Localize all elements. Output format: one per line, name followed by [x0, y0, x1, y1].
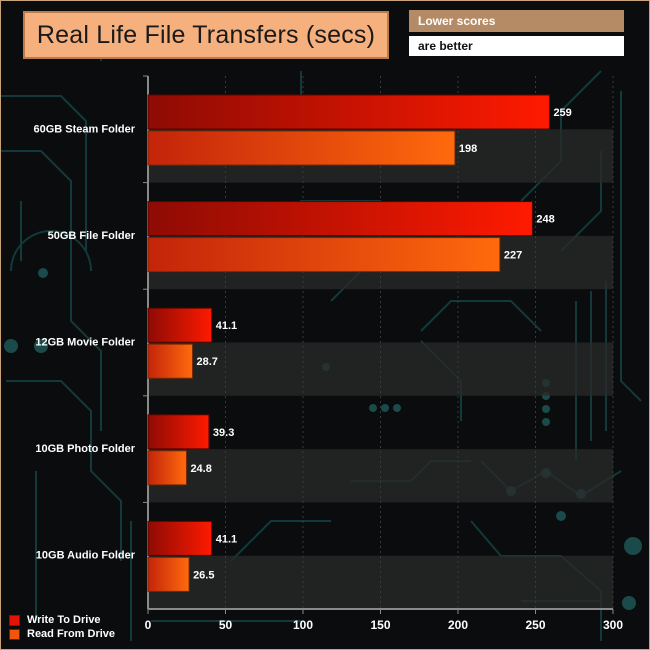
bar-write — [147, 520, 213, 556]
category-label: 50GB File Folder — [48, 230, 136, 242]
bar-write — [147, 307, 213, 343]
chart-title-text: Real Life File Transfers (secs) — [36, 20, 376, 49]
x-tick-label: 200 — [448, 618, 468, 632]
x-tick-label: 100 — [293, 618, 313, 632]
category-label: 10GB Photo Folder — [35, 443, 135, 455]
note-lower-scores-text: Lower scores — [418, 14, 496, 28]
x-tick-label: 150 — [370, 618, 390, 632]
bar-write — [147, 201, 533, 237]
legend-item-read: Read From Drive — [9, 628, 115, 640]
legend-label-write: Write To Drive — [27, 614, 101, 626]
x-tick-label: 0 — [145, 618, 152, 632]
category-label: 60GB Steam Folder — [34, 123, 136, 135]
legend-item-write: Write To Drive — [9, 614, 101, 626]
bar-read — [147, 343, 193, 379]
category-label: 12GB Movie Folder — [35, 337, 135, 349]
bar-read — [147, 237, 501, 273]
value-label-read: 198 — [459, 143, 477, 155]
value-label-write: 41.1 — [216, 320, 237, 332]
x-tick-label: 250 — [525, 618, 545, 632]
bar-read — [147, 130, 456, 166]
bars — [147, 94, 550, 592]
value-label-write: 41.1 — [216, 533, 237, 545]
bar-write — [147, 414, 210, 450]
value-label-write: 259 — [553, 107, 571, 119]
category-label: 10GB Audio Folder — [36, 550, 136, 562]
value-label-read: 28.7 — [196, 356, 217, 368]
legend-swatch-write — [9, 614, 20, 626]
bar-read — [147, 450, 187, 486]
legend-swatch-read — [9, 628, 20, 640]
x-tick-label: 300 — [603, 618, 623, 632]
value-label-write: 39.3 — [213, 427, 234, 439]
value-label-read: 26.5 — [193, 569, 214, 581]
x-tick-label: 50 — [219, 618, 233, 632]
note-are-better: are better — [409, 36, 624, 56]
value-label-write: 248 — [536, 214, 554, 226]
bar-write — [147, 94, 550, 130]
bar-read — [147, 556, 190, 592]
note-are-better-text: are better — [418, 39, 473, 53]
value-label-read: 24.8 — [190, 463, 211, 475]
legend-label-read: Read From Drive — [27, 628, 116, 640]
note-lower-scores: Lower scores — [409, 10, 624, 32]
chart-title: Real Life File Transfers (secs) — [23, 11, 389, 59]
data-labels: 60GB Steam Folder 259 198 50GB File Folder 2… — [34, 107, 572, 581]
value-label-read: 227 — [504, 250, 522, 262]
